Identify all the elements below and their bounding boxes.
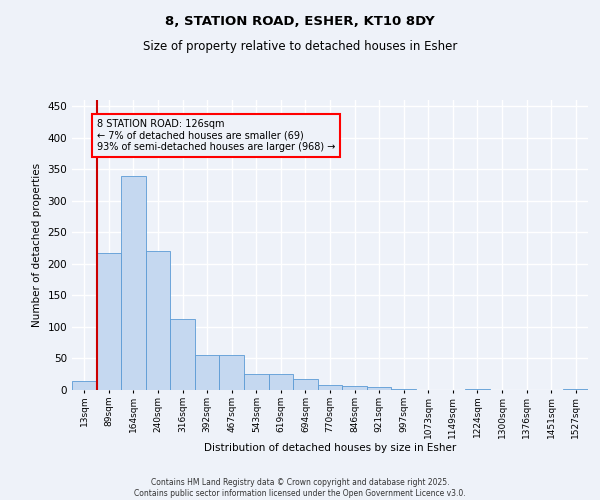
Text: 8 STATION ROAD: 126sqm
← 7% of detached houses are smaller (69)
93% of semi-deta: 8 STATION ROAD: 126sqm ← 7% of detached … (97, 119, 335, 152)
Bar (72, 380, 97, 390)
Bar (121, 176, 146, 390)
Bar (146, 252, 170, 390)
Bar (269, 374, 293, 390)
Bar (195, 356, 220, 390)
Text: Size of property relative to detached houses in Esher: Size of property relative to detached ho… (143, 40, 457, 53)
Bar (97, 252, 121, 390)
Bar (342, 386, 367, 390)
Text: Contains HM Land Registry data © Crown copyright and database right 2025.
Contai: Contains HM Land Registry data © Crown c… (134, 478, 466, 498)
Bar (293, 380, 318, 390)
X-axis label: Distribution of detached houses by size in Esher: Distribution of detached houses by size … (204, 443, 456, 453)
Bar (244, 374, 269, 390)
Bar (220, 356, 244, 390)
Bar (318, 385, 342, 390)
Bar (170, 320, 195, 390)
Bar (367, 387, 391, 390)
Text: 8, STATION ROAD, ESHER, KT10 8DY: 8, STATION ROAD, ESHER, KT10 8DY (165, 15, 435, 28)
Y-axis label: Number of detached properties: Number of detached properties (32, 163, 42, 327)
